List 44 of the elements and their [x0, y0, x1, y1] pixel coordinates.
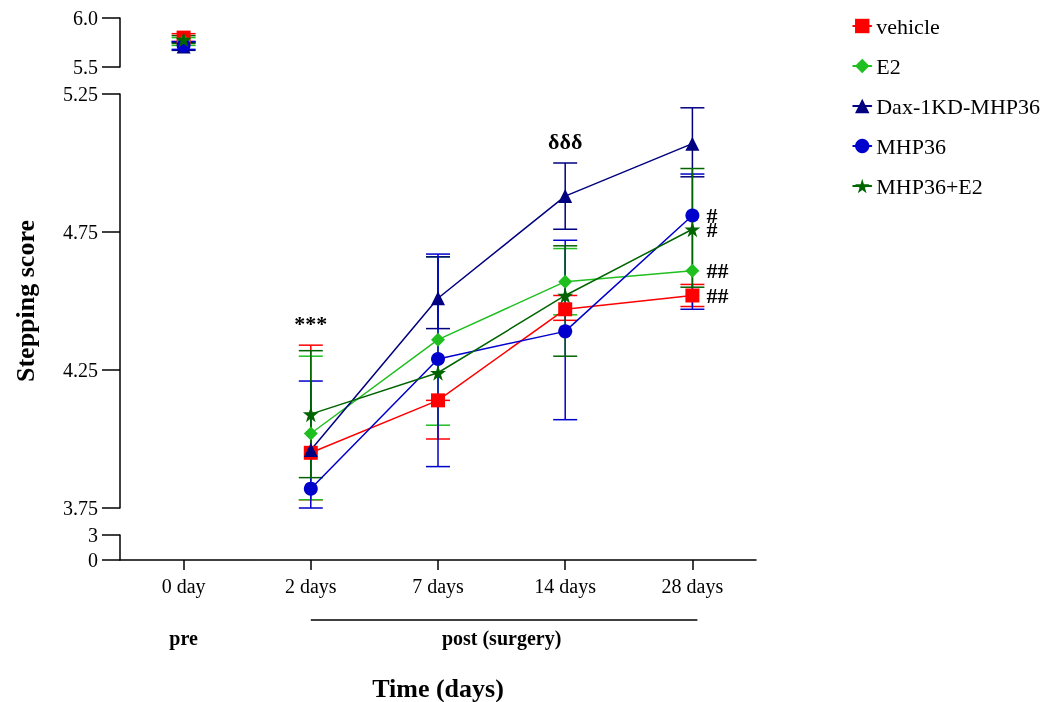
legend-label: vehicle	[876, 13, 940, 39]
point	[431, 291, 445, 306]
y-tick-label: 5.25	[63, 83, 98, 105]
point	[303, 426, 318, 441]
point	[685, 136, 700, 151]
x-tick-label: 14 days	[534, 575, 597, 598]
y-tick-label: 6.0	[73, 7, 98, 29]
point	[431, 351, 445, 366]
legend-label: MHP36+E2	[876, 173, 983, 199]
y-tick-label: 0	[88, 549, 98, 571]
legend-label: Dax-1KD-MHP36	[876, 93, 1040, 119]
x-tick-label: 28 days	[661, 575, 724, 598]
x-tick-label: 0 day	[161, 575, 206, 598]
legend-label: MHP36	[876, 133, 946, 159]
legend-label: E2	[876, 53, 901, 79]
y-tick-label: 4.25	[63, 359, 98, 381]
text: pre	[169, 627, 198, 650]
point	[557, 287, 574, 304]
y-tick-label: 4.75	[63, 221, 98, 243]
x-tick-label: 2 days	[284, 575, 337, 598]
point	[685, 208, 700, 223]
annotation: ***	[294, 310, 328, 336]
y-tick-label: 3.75	[63, 497, 98, 519]
point	[302, 406, 319, 423]
y-axis-title: Stepping score	[10, 219, 40, 383]
annotation: δδδ	[548, 128, 583, 154]
point	[430, 364, 446, 381]
annotation: ##	[706, 282, 729, 308]
point	[431, 332, 445, 347]
point	[558, 324, 573, 339]
point	[431, 393, 445, 408]
text: post (surgery)	[441, 627, 562, 650]
x-axis-title: Time (days)	[372, 673, 504, 702]
x-tick-label: 7 days	[412, 575, 465, 598]
point	[685, 263, 700, 278]
point	[685, 288, 700, 303]
y-tick-label: 5.5	[73, 56, 98, 78]
y-tick-label: 3	[88, 524, 98, 546]
point	[303, 481, 318, 496]
point	[558, 189, 573, 204]
point	[684, 221, 701, 238]
point	[558, 274, 573, 289]
annotation: ##	[706, 258, 729, 284]
point	[558, 302, 573, 317]
